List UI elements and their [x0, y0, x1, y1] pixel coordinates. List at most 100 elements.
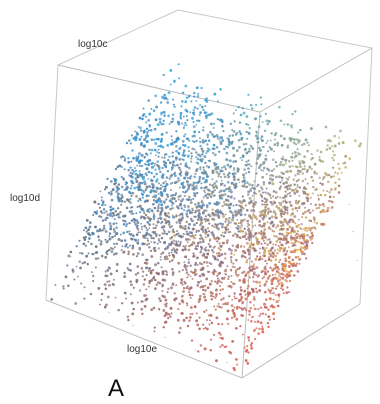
scatter-point: [194, 211, 197, 214]
scatter-point: [230, 304, 234, 307]
scatter-point: [132, 307, 135, 311]
scatter-point: [260, 169, 263, 172]
scatter-point: [262, 181, 266, 184]
scatter-point: [160, 222, 163, 225]
scatter-point: [271, 280, 274, 283]
scatter-point: [249, 301, 252, 304]
scatter-point: [273, 249, 277, 252]
scatter-point: [211, 184, 215, 187]
scatter-point: [136, 164, 139, 167]
scatter-point: [120, 240, 123, 242]
scatter-point: [181, 300, 185, 304]
scatter-point: [169, 69, 173, 72]
scatter-point: [175, 242, 178, 245]
scatter-point: [150, 108, 153, 110]
scatter-point: [287, 271, 291, 274]
scatter-point: [281, 267, 285, 270]
scatter-point: [249, 200, 253, 204]
scatter-point: [152, 189, 156, 193]
scatter-point: [145, 167, 149, 171]
scatter-point: [286, 240, 290, 244]
scatter-point: [295, 236, 299, 240]
scatter-point: [178, 203, 182, 207]
scatter-point: [88, 221, 92, 224]
scatter-point: [248, 183, 252, 186]
scatter-point: [239, 132, 243, 135]
scatter-point: [91, 274, 95, 278]
scatter-point: [201, 176, 205, 180]
scatter-point: [208, 261, 211, 264]
scatter-point: [243, 227, 246, 230]
scatter-point: [237, 306, 241, 309]
scatter-point: [174, 156, 178, 160]
scatter-point: [115, 232, 119, 236]
scatter-point: [145, 297, 149, 301]
scatter-point: [229, 284, 232, 287]
scatter-point: [226, 187, 230, 191]
scatter-point: [261, 199, 264, 202]
scatter-point: [262, 183, 266, 186]
scatter-point: [206, 136, 209, 139]
scatter-point: [267, 308, 270, 312]
scatter-point: [246, 137, 249, 140]
scatter-point: [123, 156, 126, 159]
scatter-point: [232, 160, 236, 164]
scatter-point: [303, 155, 306, 158]
scatter-point: [246, 291, 250, 295]
scatter-point: [115, 185, 119, 189]
scatter-point: [293, 156, 296, 159]
scatter-point: [165, 255, 168, 259]
scatter-point: [304, 138, 308, 142]
scatter-point: [161, 166, 164, 170]
scatter-point: [152, 227, 155, 230]
scatter-point: [185, 230, 188, 233]
scatter-point: [248, 214, 251, 218]
scatter-point: [193, 140, 196, 143]
scatter-point: [179, 281, 183, 285]
scatter-point: [185, 256, 188, 259]
scatter-point: [177, 63, 180, 66]
scatter-point: [148, 148, 151, 152]
axis-label-e: log10e: [127, 344, 157, 355]
scatter-point: [196, 284, 200, 287]
scatter-point: [179, 174, 183, 177]
scatter-point: [230, 142, 234, 145]
scatter-point: [296, 148, 299, 151]
scatter-point: [146, 243, 149, 246]
scatter-point: [261, 325, 264, 328]
scatter-point: [134, 273, 138, 276]
scatter-point: [147, 129, 150, 132]
scatter-point: [62, 285, 65, 288]
scatter-point: [229, 221, 232, 224]
scatter-point: [206, 227, 210, 230]
scatter-point: [175, 138, 179, 142]
scatter-point: [161, 285, 164, 288]
scatter-point: [164, 304, 168, 308]
scatter-point: [176, 163, 179, 167]
scatter-point: [129, 268, 133, 272]
scatter-point: [129, 280, 132, 283]
scatter-point: [208, 323, 211, 326]
scatter-point: [202, 327, 205, 330]
scatter-point: [262, 231, 266, 234]
scatter-point: [171, 259, 174, 262]
scatter-point: [316, 149, 319, 152]
scatter-point: [291, 226, 294, 230]
scatter-point: [286, 123, 290, 126]
scatter-point: [191, 312, 194, 316]
scatter-point: [161, 289, 164, 293]
scatter-point: [317, 194, 320, 197]
scatter-point: [263, 166, 266, 170]
scatter-point: [207, 249, 210, 252]
scatter-point: [241, 219, 245, 223]
scatter-point: [247, 319, 250, 321]
scatter-point: [153, 164, 156, 167]
scatter-point: [230, 252, 233, 255]
scatter-point: [111, 211, 115, 215]
scatter-point: [158, 239, 161, 242]
scatter-point: [309, 238, 312, 241]
scatter-point: [129, 198, 132, 201]
scatter-point: [275, 205, 279, 208]
scatter-point: [117, 308, 120, 312]
scatter-point: [211, 112, 214, 115]
